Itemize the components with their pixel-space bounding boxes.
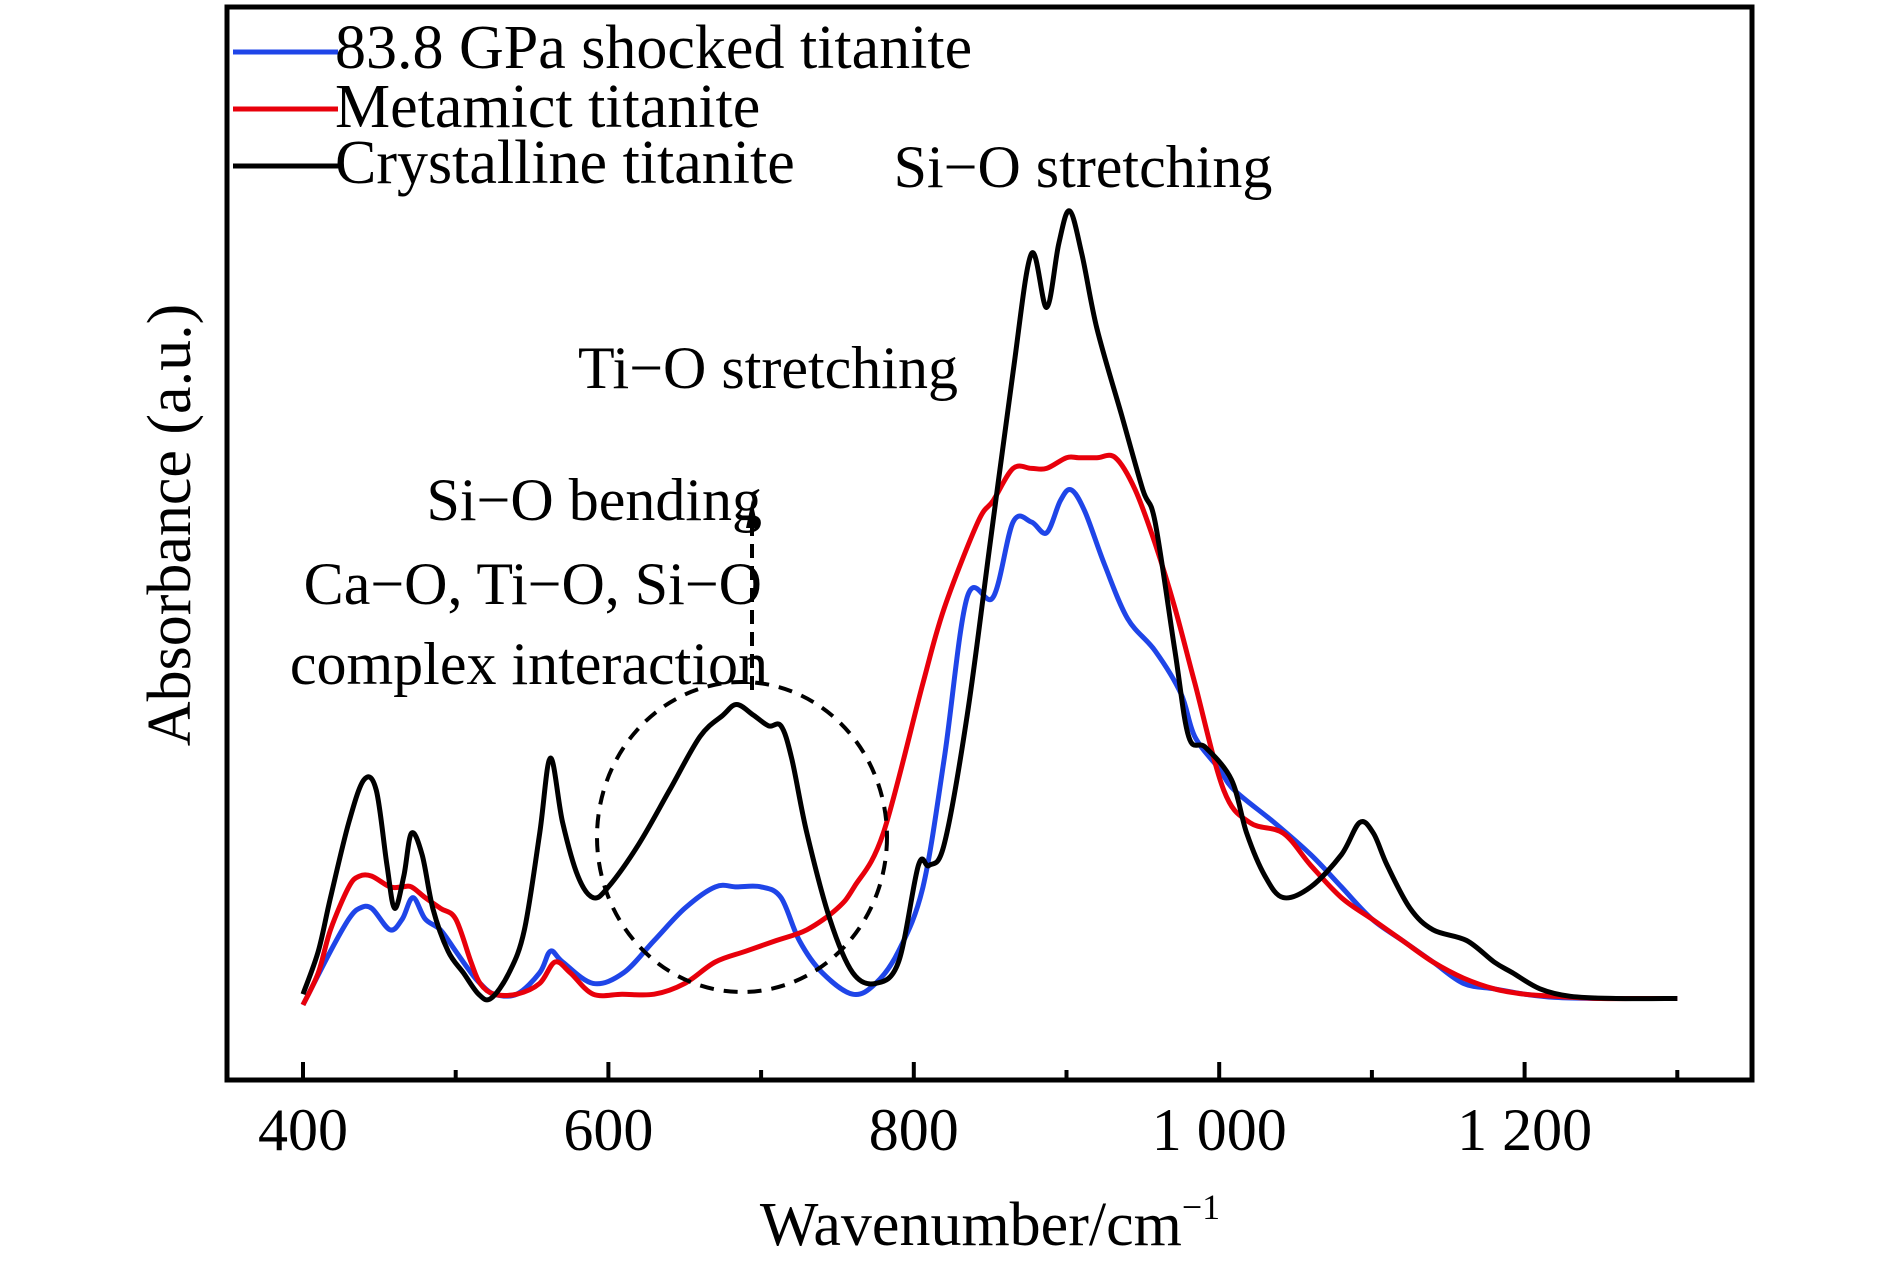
x-axis-tick-labels: 400 600 800 1 000 1 200 bbox=[258, 1097, 1592, 1163]
x-tick-label: 1 000 bbox=[1152, 1097, 1287, 1163]
plot-frame bbox=[224, 4, 1755, 1083]
series-line-shocked bbox=[300, 487, 1678, 1007]
y-axis-title: Absorbance (a.u.) bbox=[136, 304, 204, 746]
x-axis-title: Wavenumber/cm−1 bbox=[760, 1187, 1220, 1259]
x-tick-label: 800 bbox=[869, 1097, 959, 1163]
x-axis-title-superscript: −1 bbox=[1182, 1187, 1220, 1227]
annotation-complex-line1: Ca−O, Ti−O, Si−O bbox=[304, 551, 762, 617]
annotation-si-o-stretching: Si−O stretching bbox=[894, 134, 1273, 200]
legend-label-crystalline: Crystalline titanite bbox=[335, 129, 795, 197]
arrow-head-icon bbox=[746, 500, 758, 528]
legend-label-shocked: 83.8 GPa shocked titanite bbox=[335, 14, 972, 82]
x-axis-ticks bbox=[301, 1062, 1680, 1080]
series-lines bbox=[300, 208, 1678, 1007]
legend: 83.8 GPa shocked titanite Metamict titan… bbox=[233, 14, 972, 197]
annotation-si-o-bending: Si−O bending bbox=[426, 467, 762, 533]
x-tick-label: 600 bbox=[563, 1097, 653, 1163]
x-tick-label: 400 bbox=[258, 1097, 348, 1163]
x-tick-label: 1 200 bbox=[1457, 1097, 1592, 1163]
series-line-crystalline bbox=[300, 208, 1678, 1003]
annotation-complex-line2: complex interaction bbox=[290, 631, 768, 697]
highlight-ellipse bbox=[595, 680, 889, 994]
annotation-ti-o-stretching: Ti−O stretching bbox=[578, 335, 958, 401]
legend-label-metamict: Metamict titanite bbox=[335, 73, 760, 141]
series-line-metamict bbox=[300, 452, 1678, 1006]
